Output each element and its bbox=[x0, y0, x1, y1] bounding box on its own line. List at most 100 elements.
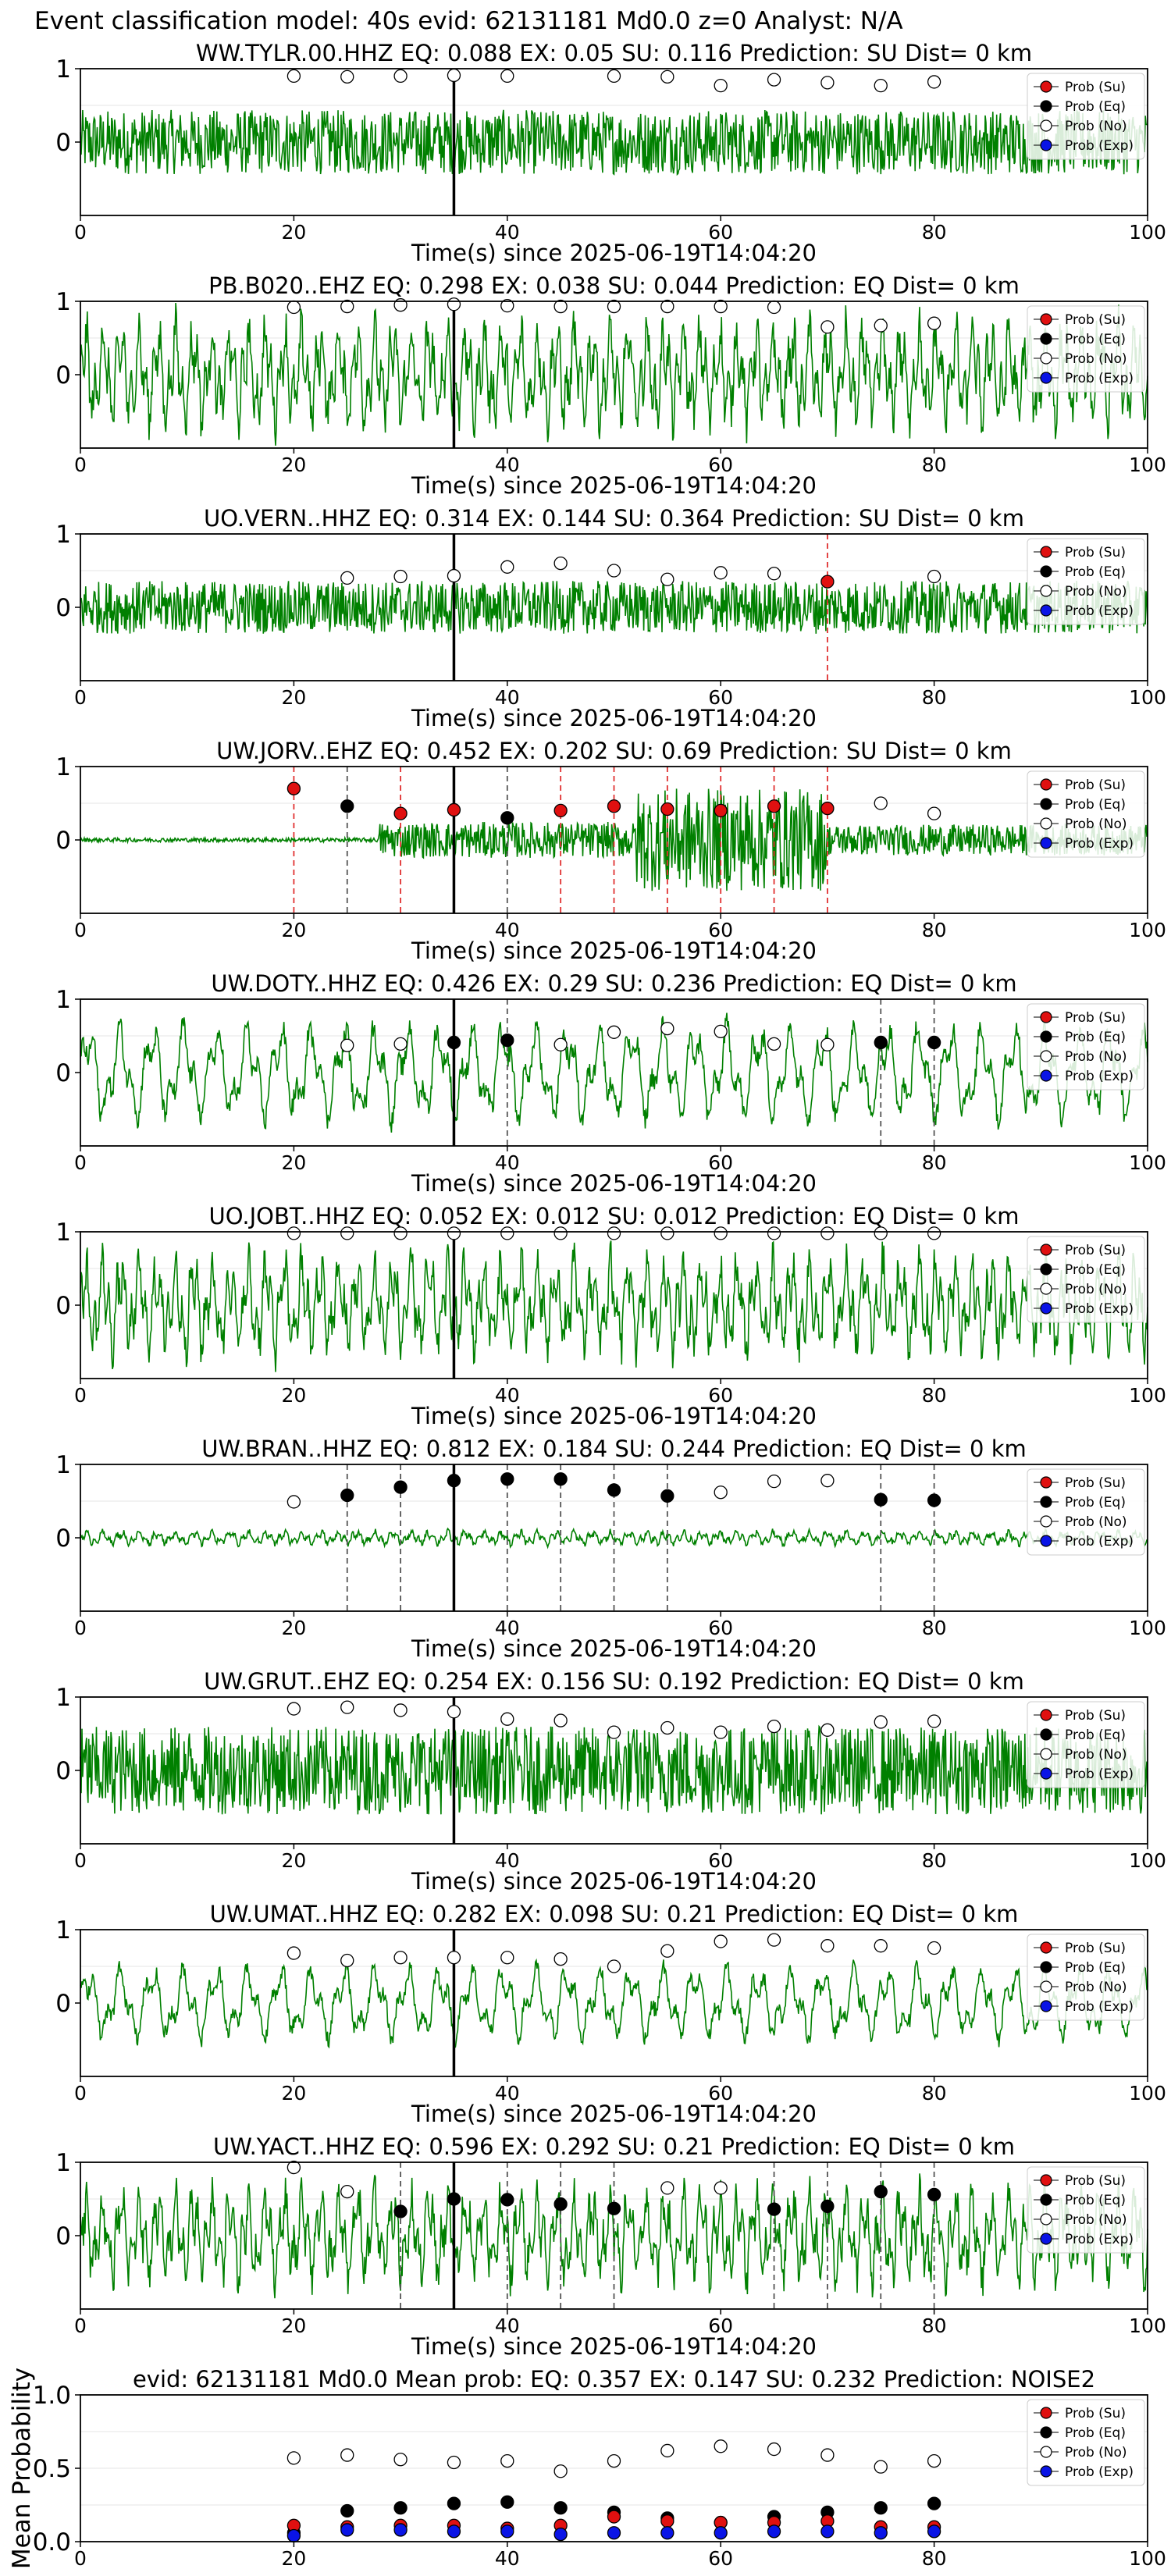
subplot-title: evid: 62131181 Md0.0 Mean prob: EQ: 0.35… bbox=[133, 2366, 1095, 2393]
mean-point-eq bbox=[447, 2496, 461, 2510]
mean-point-no bbox=[660, 2443, 674, 2458]
x-tick-label: 60 bbox=[708, 686, 733, 709]
prob-point-no bbox=[500, 1226, 514, 1240]
mean-point-eq bbox=[927, 2496, 941, 2510]
mean-point-exp bbox=[393, 2523, 408, 2537]
prob-point-no bbox=[820, 76, 835, 90]
legend-label: Prob (Exp) bbox=[1065, 138, 1134, 154]
y-tick-label: 0 bbox=[55, 1990, 71, 2018]
legend-marker-su bbox=[1040, 1011, 1052, 1023]
waveform-trace bbox=[80, 788, 1148, 891]
y-tick-label: 0 bbox=[55, 361, 71, 390]
legend-label: Prob (Exp) bbox=[1065, 1999, 1134, 2015]
prob-point-no bbox=[927, 569, 941, 584]
subplot-title: UW.JORV..EHZ EQ: 0.452 EX: 0.202 SU: 0.6… bbox=[216, 738, 1012, 764]
prob-point-no bbox=[340, 1226, 354, 1240]
legend-label: Prob (Eq) bbox=[1065, 1262, 1126, 1278]
prob-point-no bbox=[714, 2181, 728, 2195]
prob-point-no bbox=[500, 69, 514, 84]
prob-point-no bbox=[287, 1702, 301, 1716]
prob-point-eq bbox=[500, 811, 514, 825]
legend-box bbox=[1027, 770, 1145, 858]
legend: Prob (Su) Prob (Eq) Prob (No) Prob (Exp) bbox=[1027, 73, 1145, 160]
x-tick-label: 0 bbox=[74, 1384, 87, 1407]
prob-point-eq bbox=[340, 799, 354, 813]
y-tick-label: 1 bbox=[55, 986, 71, 1014]
x-tick-label: 60 bbox=[708, 2547, 733, 2570]
figure-title: Event classification model: 40s evid: 62… bbox=[34, 7, 903, 35]
prob-point-no bbox=[767, 1474, 781, 1489]
prob-point-no bbox=[767, 1226, 781, 1240]
prob-point-no bbox=[287, 1495, 301, 1509]
legend-label: Prob (No) bbox=[1065, 584, 1127, 600]
x-tick-label: 80 bbox=[922, 2547, 947, 2570]
legend-label: Prob (Exp) bbox=[1065, 836, 1134, 852]
prob-point-no bbox=[393, 1226, 408, 1240]
x-tick-label: 20 bbox=[281, 1617, 306, 1639]
prob-point-no bbox=[553, 1952, 568, 1966]
prob-point-no bbox=[447, 297, 461, 311]
x-tick-label: 60 bbox=[708, 1617, 733, 1639]
prob-point-eq bbox=[447, 1035, 461, 1050]
prob-point-su bbox=[553, 803, 568, 818]
subplot-title: UW.BRAN..HHZ EQ: 0.812 EX: 0.184 SU: 0.2… bbox=[201, 1436, 1027, 1462]
subplot-4: UW.JORV..EHZ EQ: 0.452 EX: 0.202 SU: 0.6… bbox=[55, 738, 1166, 964]
legend-marker-exp bbox=[1040, 2000, 1052, 2012]
subplot-title: UW.DOTY..HHZ EQ: 0.426 EX: 0.29 SU: 0.23… bbox=[211, 970, 1016, 997]
mean-point-eq bbox=[393, 2501, 408, 2515]
legend-label: Prob (Exp) bbox=[1065, 1767, 1134, 1782]
legend-label: Prob (Su) bbox=[1065, 1708, 1126, 1724]
legend-marker-no bbox=[1040, 817, 1052, 830]
prob-point-eq bbox=[607, 2201, 621, 2215]
subplot-title: UW.YACT..HHZ EQ: 0.596 EX: 0.292 SU: 0.2… bbox=[213, 2133, 1015, 2160]
x-tick-label: 40 bbox=[495, 686, 520, 709]
prob-point-no bbox=[820, 1037, 835, 1051]
legend-label: Prob (Su) bbox=[1065, 80, 1126, 95]
prob-point-no bbox=[607, 1725, 621, 1739]
legend-marker-no bbox=[1040, 2446, 1052, 2458]
mean-point-eq bbox=[874, 2501, 888, 2515]
prob-point-no bbox=[714, 566, 728, 580]
y-tick-label: 0.5 bbox=[33, 2455, 71, 2483]
x-tick-label: 80 bbox=[922, 2082, 947, 2105]
legend-label: Prob (Su) bbox=[1065, 312, 1126, 328]
prob-point-eq bbox=[500, 1033, 514, 1048]
legend-marker-eq bbox=[1040, 333, 1052, 345]
mean-point-exp bbox=[874, 2526, 888, 2540]
subplot-1: WW.TYLR.00.HHZ EQ: 0.088 EX: 0.05 SU: 0.… bbox=[55, 40, 1166, 266]
prob-point-no bbox=[714, 1485, 728, 1500]
x-tick-label: 40 bbox=[495, 1151, 520, 1174]
prob-point-eq bbox=[874, 1493, 888, 1507]
axes-frame bbox=[80, 2161, 1148, 2310]
legend: Prob (Su) Prob (Eq) Prob (No) Prob (Exp) bbox=[1027, 538, 1145, 625]
prob-point-eq bbox=[660, 1489, 674, 1503]
legend-box bbox=[1027, 1003, 1145, 1091]
mean-point-exp bbox=[767, 2524, 781, 2539]
prob-point-no bbox=[340, 571, 354, 585]
prob-point-no bbox=[767, 567, 781, 581]
y-tick-label: 1 bbox=[55, 2149, 71, 2177]
x-tick-label: 20 bbox=[281, 221, 306, 244]
legend-marker-eq bbox=[1040, 1961, 1052, 1973]
mean-point-no bbox=[393, 2453, 408, 2467]
legend-marker-exp bbox=[1040, 1069, 1052, 1082]
subplot-3: UO.VERN..HHZ EQ: 0.314 EX: 0.144 SU: 0.3… bbox=[55, 505, 1166, 731]
prob-point-no bbox=[340, 1953, 354, 1968]
prob-point-no bbox=[393, 69, 408, 84]
mean-point-no bbox=[500, 2453, 514, 2468]
prob-point-no bbox=[340, 69, 354, 84]
prob-point-eq bbox=[927, 1035, 941, 1050]
prob-point-no bbox=[287, 300, 301, 315]
mean-point-no bbox=[447, 2455, 461, 2470]
y-tick-label: 1 bbox=[55, 55, 71, 84]
legend-label: Prob (Exp) bbox=[1065, 603, 1134, 619]
prob-point-no bbox=[447, 68, 461, 83]
legend-label: Prob (No) bbox=[1065, 2445, 1127, 2460]
prob-point-eq bbox=[927, 1493, 941, 1507]
axes-frame bbox=[80, 301, 1148, 449]
x-tick-label: 20 bbox=[281, 2082, 306, 2105]
legend-marker-exp bbox=[1040, 1535, 1052, 1547]
legend-label: Prob (Su) bbox=[1065, 1941, 1126, 1956]
legend-label: Prob (Su) bbox=[1065, 1243, 1126, 1258]
prob-point-su bbox=[820, 575, 835, 589]
